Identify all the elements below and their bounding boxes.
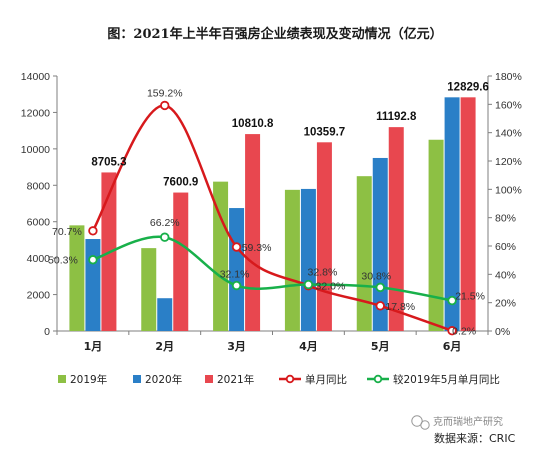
left-tick-label: 14000 [21,71,50,83]
bar-data-label: 10359.7 [304,126,346,138]
legend-label: 2020年 [145,373,182,386]
bar-data-label: 12829.6 [447,81,489,93]
bar [245,134,261,331]
line-data-label: 59.3% [242,242,272,254]
lines [88,100,457,336]
x-tick-label: 4月 [299,340,318,353]
bars [69,97,476,332]
right-tick-label: 140% [495,128,522,140]
line-point [447,295,457,306]
x-tick-label: 2月 [155,340,174,353]
bar [444,97,460,332]
right-tick-label: 120% [495,156,522,168]
watermark: 克而瑞地产研究 [411,415,503,430]
x-tick-label: 6月 [443,340,462,353]
left-tick-label: 12000 [21,107,50,119]
chart-title: 图：2021年上半年百强房企业绩表现及变动情况（亿元） [107,26,442,42]
bar [300,188,316,331]
legend-label: 较2019年5月单月同比 [393,373,500,386]
line-data-label: 66.2% [150,217,180,229]
left-tick-label: 2000 [27,290,51,302]
line-data-label: 32.1% [220,269,250,281]
line-point [231,280,242,291]
right-tick-label: 160% [495,99,522,111]
legend: 2019年 2020年 2021年 单月同比 较2019年5月单月同比 [58,373,500,386]
legend-swatch [133,375,141,383]
bar [173,192,189,331]
wechat-icon [411,415,430,430]
line-point [88,226,98,236]
bar [428,139,444,331]
line-data-label: 159.2% [147,87,183,99]
right-tick-label: 60% [495,241,516,253]
legend-marker [373,374,383,384]
line-data-label: 17.8% [385,301,415,313]
line-data-label: 50.3% [48,255,78,267]
bar [141,248,157,331]
bar [388,127,404,332]
bar [69,225,85,331]
left-tick-label: 0 [44,326,50,338]
line-data-label: 0.2% [452,326,476,338]
x-tick-label: 1月 [84,340,103,353]
line-data-label: 32.0% [316,281,346,293]
bar [85,239,101,331]
legend-marker [285,374,295,384]
right-tick-label: 100% [495,184,522,196]
source-note: 数据来源：CRIC [434,431,516,445]
bar [213,181,229,331]
line-point [375,301,385,311]
line-data-label: 32.8% [308,267,338,279]
data-labels: 8705.3 7600.9 10810.8 10359.7 11192.8 12829.6… [48,81,489,337]
left-tick-label: 8000 [27,180,51,192]
left-tick-label: 10000 [21,144,50,156]
right-tick-label: 180% [495,71,522,83]
bar-data-label: 8705.3 [91,156,126,168]
x-tick-label: 5月 [371,340,390,353]
line-point [231,242,242,252]
bar-data-label: 10810.8 [232,118,274,130]
bar-data-label: 7600.9 [163,177,198,189]
line-point [447,326,457,336]
line-data-label: 70.7% [52,226,82,238]
line-data-label: 30.8% [361,270,391,282]
legend-label: 2019年 [70,373,107,386]
x-tick-label: 3月 [227,340,246,353]
bar [460,97,476,332]
legend-label: 单月同比 [305,373,347,386]
right-tick-label: 20% [495,298,516,310]
line-point [88,255,98,265]
left-tick-label: 6000 [27,217,51,229]
line-point [160,100,170,111]
legend-label: 2021年 [217,373,254,386]
bar [157,298,173,331]
line-data-label: 21.5% [455,291,485,303]
legend-swatch [205,375,213,383]
bar [316,142,332,331]
right-tick-label: 0% [495,326,510,338]
watermark-text: 克而瑞地产研究 [433,415,503,428]
right-tick-label: 80% [495,213,516,225]
axes: 0 2000 4000 6000 8000 10000 12000 14000 0% 20% 40%… [21,71,522,353]
bar [229,208,245,331]
line-point [375,282,385,293]
right-tick-label: 40% [495,269,516,281]
bar-data-label: 11192.8 [376,111,417,123]
series-line [92,235,453,302]
line-point [303,279,314,290]
bar [356,176,372,331]
left-tick-label: 4000 [27,253,51,265]
line-point [160,232,170,242]
legend-swatch [58,375,66,383]
bar [284,189,300,331]
